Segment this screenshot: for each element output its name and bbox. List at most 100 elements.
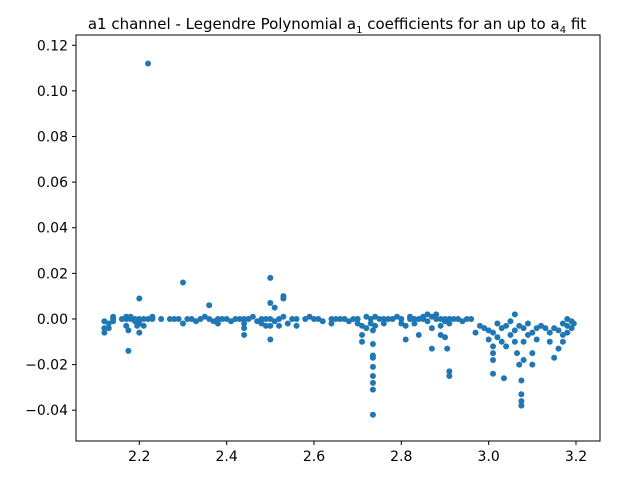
data-point <box>232 315 239 322</box>
data-point <box>490 343 497 350</box>
data-point <box>236 315 243 322</box>
data-point <box>372 322 379 329</box>
data-point <box>446 320 453 327</box>
data-point <box>310 315 317 322</box>
data-point <box>520 357 527 364</box>
data-point <box>363 325 370 332</box>
data-point <box>179 320 186 327</box>
data-point <box>411 320 418 327</box>
data-point <box>411 315 418 322</box>
data-point <box>446 368 453 375</box>
data-point <box>433 311 440 318</box>
data-point <box>463 315 470 322</box>
data-point <box>354 315 361 322</box>
data-point <box>559 338 566 345</box>
data-point <box>369 372 376 379</box>
data-point <box>214 320 221 327</box>
data-point <box>542 325 549 332</box>
data-point <box>136 315 143 322</box>
y-tick-label: 0.04 <box>37 221 68 237</box>
data-point <box>332 315 339 322</box>
data-point <box>369 411 376 418</box>
data-point <box>258 315 265 322</box>
data-point <box>350 315 357 322</box>
data-point <box>424 318 431 325</box>
data-point <box>101 325 108 332</box>
data-point <box>518 402 525 409</box>
data-point <box>402 322 409 329</box>
data-point <box>328 320 335 327</box>
data-point <box>293 315 300 322</box>
data-point <box>267 274 274 281</box>
data-point <box>123 322 130 329</box>
data-point <box>105 325 112 332</box>
data-point <box>241 331 248 338</box>
data-point <box>293 322 300 329</box>
title-middle: coefficients for an up to a <box>362 15 559 33</box>
data-point <box>433 315 440 322</box>
y-tick-label: −0.02 <box>25 358 68 374</box>
data-point <box>507 318 514 325</box>
data-point <box>516 361 523 368</box>
x-tick-label: 3.0 <box>478 449 500 465</box>
data-point <box>369 327 376 334</box>
data-point <box>267 336 274 343</box>
data-point <box>101 329 108 336</box>
data-point <box>110 313 117 320</box>
data-point <box>125 347 132 354</box>
data-point <box>546 329 553 336</box>
data-point <box>568 325 575 332</box>
data-point <box>444 345 451 352</box>
data-point <box>380 320 387 327</box>
data-point <box>241 315 248 322</box>
data-point <box>166 315 173 322</box>
data-point <box>110 318 117 325</box>
data-point <box>179 279 186 286</box>
data-point <box>441 334 448 341</box>
data-point <box>415 331 422 338</box>
data-point <box>140 315 147 322</box>
y-tick-label: 0.10 <box>37 84 68 100</box>
x-tick-label: 2.4 <box>216 449 238 465</box>
data-point <box>267 300 274 307</box>
data-point <box>518 398 525 405</box>
data-point <box>171 315 178 322</box>
data-point <box>490 350 497 357</box>
data-point <box>511 327 518 334</box>
data-point <box>267 322 274 329</box>
data-point <box>520 325 527 332</box>
data-point <box>511 338 518 345</box>
data-point <box>262 322 269 329</box>
data-point <box>490 329 497 336</box>
data-point <box>428 325 435 332</box>
data-point <box>359 331 366 338</box>
x-tick-label: 3.2 <box>565 449 587 465</box>
data-point <box>276 322 283 329</box>
data-point <box>428 345 435 352</box>
title-subscript-1: 1 <box>356 25 362 36</box>
data-point <box>529 350 536 357</box>
data-point <box>490 370 497 377</box>
y-tick-label: 0.12 <box>37 38 68 54</box>
data-point <box>446 315 453 322</box>
data-point <box>511 311 518 318</box>
data-point <box>500 375 507 382</box>
data-point <box>529 361 536 368</box>
data-point <box>158 315 165 322</box>
data-point <box>551 354 558 361</box>
data-point <box>271 304 278 311</box>
chart-title: a1 channel - Legendre Polynomial a1 coef… <box>88 15 586 36</box>
x-tick-label: 2.6 <box>303 449 325 465</box>
y-tick-label: 0.00 <box>37 312 68 328</box>
data-point <box>289 315 296 322</box>
data-point <box>369 354 376 361</box>
data-point <box>490 357 497 364</box>
x-tick-label: 2.8 <box>390 449 412 465</box>
data-point <box>494 320 501 327</box>
data-point <box>398 315 405 322</box>
data-point <box>407 315 414 322</box>
data-point <box>503 343 510 350</box>
data-point <box>319 318 326 325</box>
data-point <box>214 315 221 322</box>
